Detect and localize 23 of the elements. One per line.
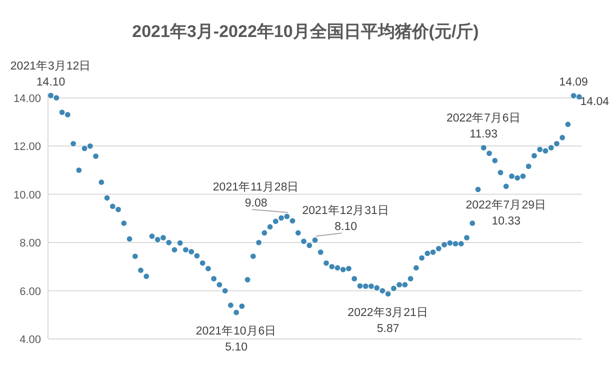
annotation: 2022年3月21日 <box>348 306 428 319</box>
data-label: 5.10 <box>225 341 248 354</box>
y-tick-label: 6.00 <box>20 286 41 298</box>
data-label: 11.93 <box>470 128 498 141</box>
y-tick-label: 8.00 <box>20 238 41 250</box>
annotation: 2021年12月31日 <box>302 204 390 218</box>
data-label: 8.10 <box>334 221 358 234</box>
chart-title: 2021年3月-2022年10月全国日平均猪价(元/斤) <box>132 22 479 41</box>
data-label: 14.09 <box>559 76 588 89</box>
data-label: 9.08 <box>244 197 268 210</box>
data-label: 5.87 <box>376 322 400 335</box>
data-label: 10.33 <box>492 215 521 228</box>
annotation: 2021年11月28日 <box>212 180 300 194</box>
y-tick-label: 14.00 <box>13 92 41 105</box>
data-label: 14.10 <box>36 76 66 88</box>
y-tick-label: 10.00 <box>13 189 41 202</box>
annotation: 2022年7月6日 <box>446 112 521 125</box>
data-label: 14.04 <box>580 96 610 108</box>
y-tick-label: 4.00 <box>20 334 41 346</box>
y-tick-label: 12.00 <box>13 141 41 154</box>
text: 2021年3月12日 <box>10 59 92 72</box>
annotation: 2022年7月29日 <box>466 198 547 212</box>
annotation: 2021年10月6日 <box>196 324 277 338</box>
